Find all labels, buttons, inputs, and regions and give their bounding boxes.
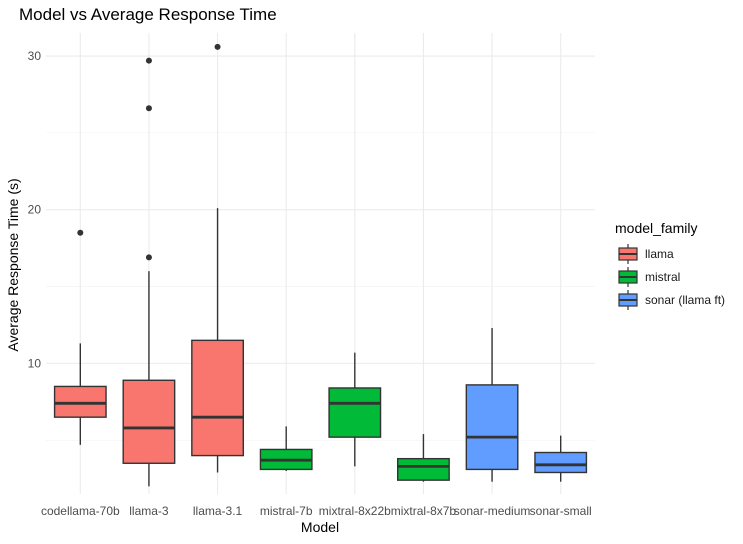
x-axis-ticks: codellama-70b llama-3 llama-3.1 mistral-7b m… — [41, 504, 592, 518]
outlier-point — [77, 229, 84, 236]
box-llama-3 — [122, 57, 176, 487]
y-tick-label: 10 — [28, 356, 42, 370]
box-mixtral-8x7b — [397, 434, 450, 482]
box-body — [122, 379, 176, 464]
outlier-point — [214, 43, 221, 50]
legend-title: model_family — [615, 220, 697, 236]
legend-label: mistral — [645, 270, 680, 284]
box-mixtral-8x22b — [328, 352, 382, 467]
y-tick-label: 20 — [28, 203, 42, 217]
x-tick-label: mixtral-8x7b — [391, 504, 457, 518]
box-sonar-small — [534, 435, 588, 482]
outlier-point — [145, 254, 152, 261]
outlier-point — [145, 57, 152, 64]
box-body — [397, 457, 450, 481]
x-tick-label: llama-3.1 — [193, 504, 243, 518]
legend-item-llama: llama — [618, 244, 674, 264]
x-tick-label: mistral-7b — [260, 504, 313, 518]
y-axis-title: Average Response Time (s) — [5, 178, 21, 351]
chart-title: Model vs Average Response Time — [19, 5, 277, 24]
outlier-point — [145, 105, 152, 112]
y-tick-label: 30 — [28, 49, 42, 63]
legend-label: llama — [645, 247, 674, 261]
x-tick-label: sonar-medium — [454, 504, 531, 518]
legend-label: sonar (llama ft) — [645, 293, 725, 307]
box-llama-3.1 — [191, 43, 244, 473]
x-tick-label: sonar-small — [530, 504, 592, 518]
x-axis-title: Model — [301, 519, 339, 535]
box-body — [465, 384, 519, 471]
legend-item-mistral: mistral — [618, 267, 680, 287]
x-tick-label: codellama-70b — [41, 504, 120, 518]
box-body — [53, 385, 107, 418]
box-body — [534, 451, 588, 474]
legend-item-sonar: sonar (llama ft) — [618, 290, 725, 310]
box-body — [191, 339, 244, 457]
x-tick-label: llama-3 — [129, 504, 169, 518]
box-codellama-70b — [53, 229, 107, 445]
x-tick-label: mixtral-8x22b — [319, 504, 391, 518]
y-axis-ticks: 10 20 30 — [28, 49, 42, 370]
box-body — [328, 387, 382, 438]
box-series — [53, 43, 588, 487]
box-sonar-medium — [465, 328, 519, 482]
legend: model_family llama mistral sonar (llama ft… — [615, 220, 725, 310]
box-mistral-7b — [259, 426, 313, 471]
